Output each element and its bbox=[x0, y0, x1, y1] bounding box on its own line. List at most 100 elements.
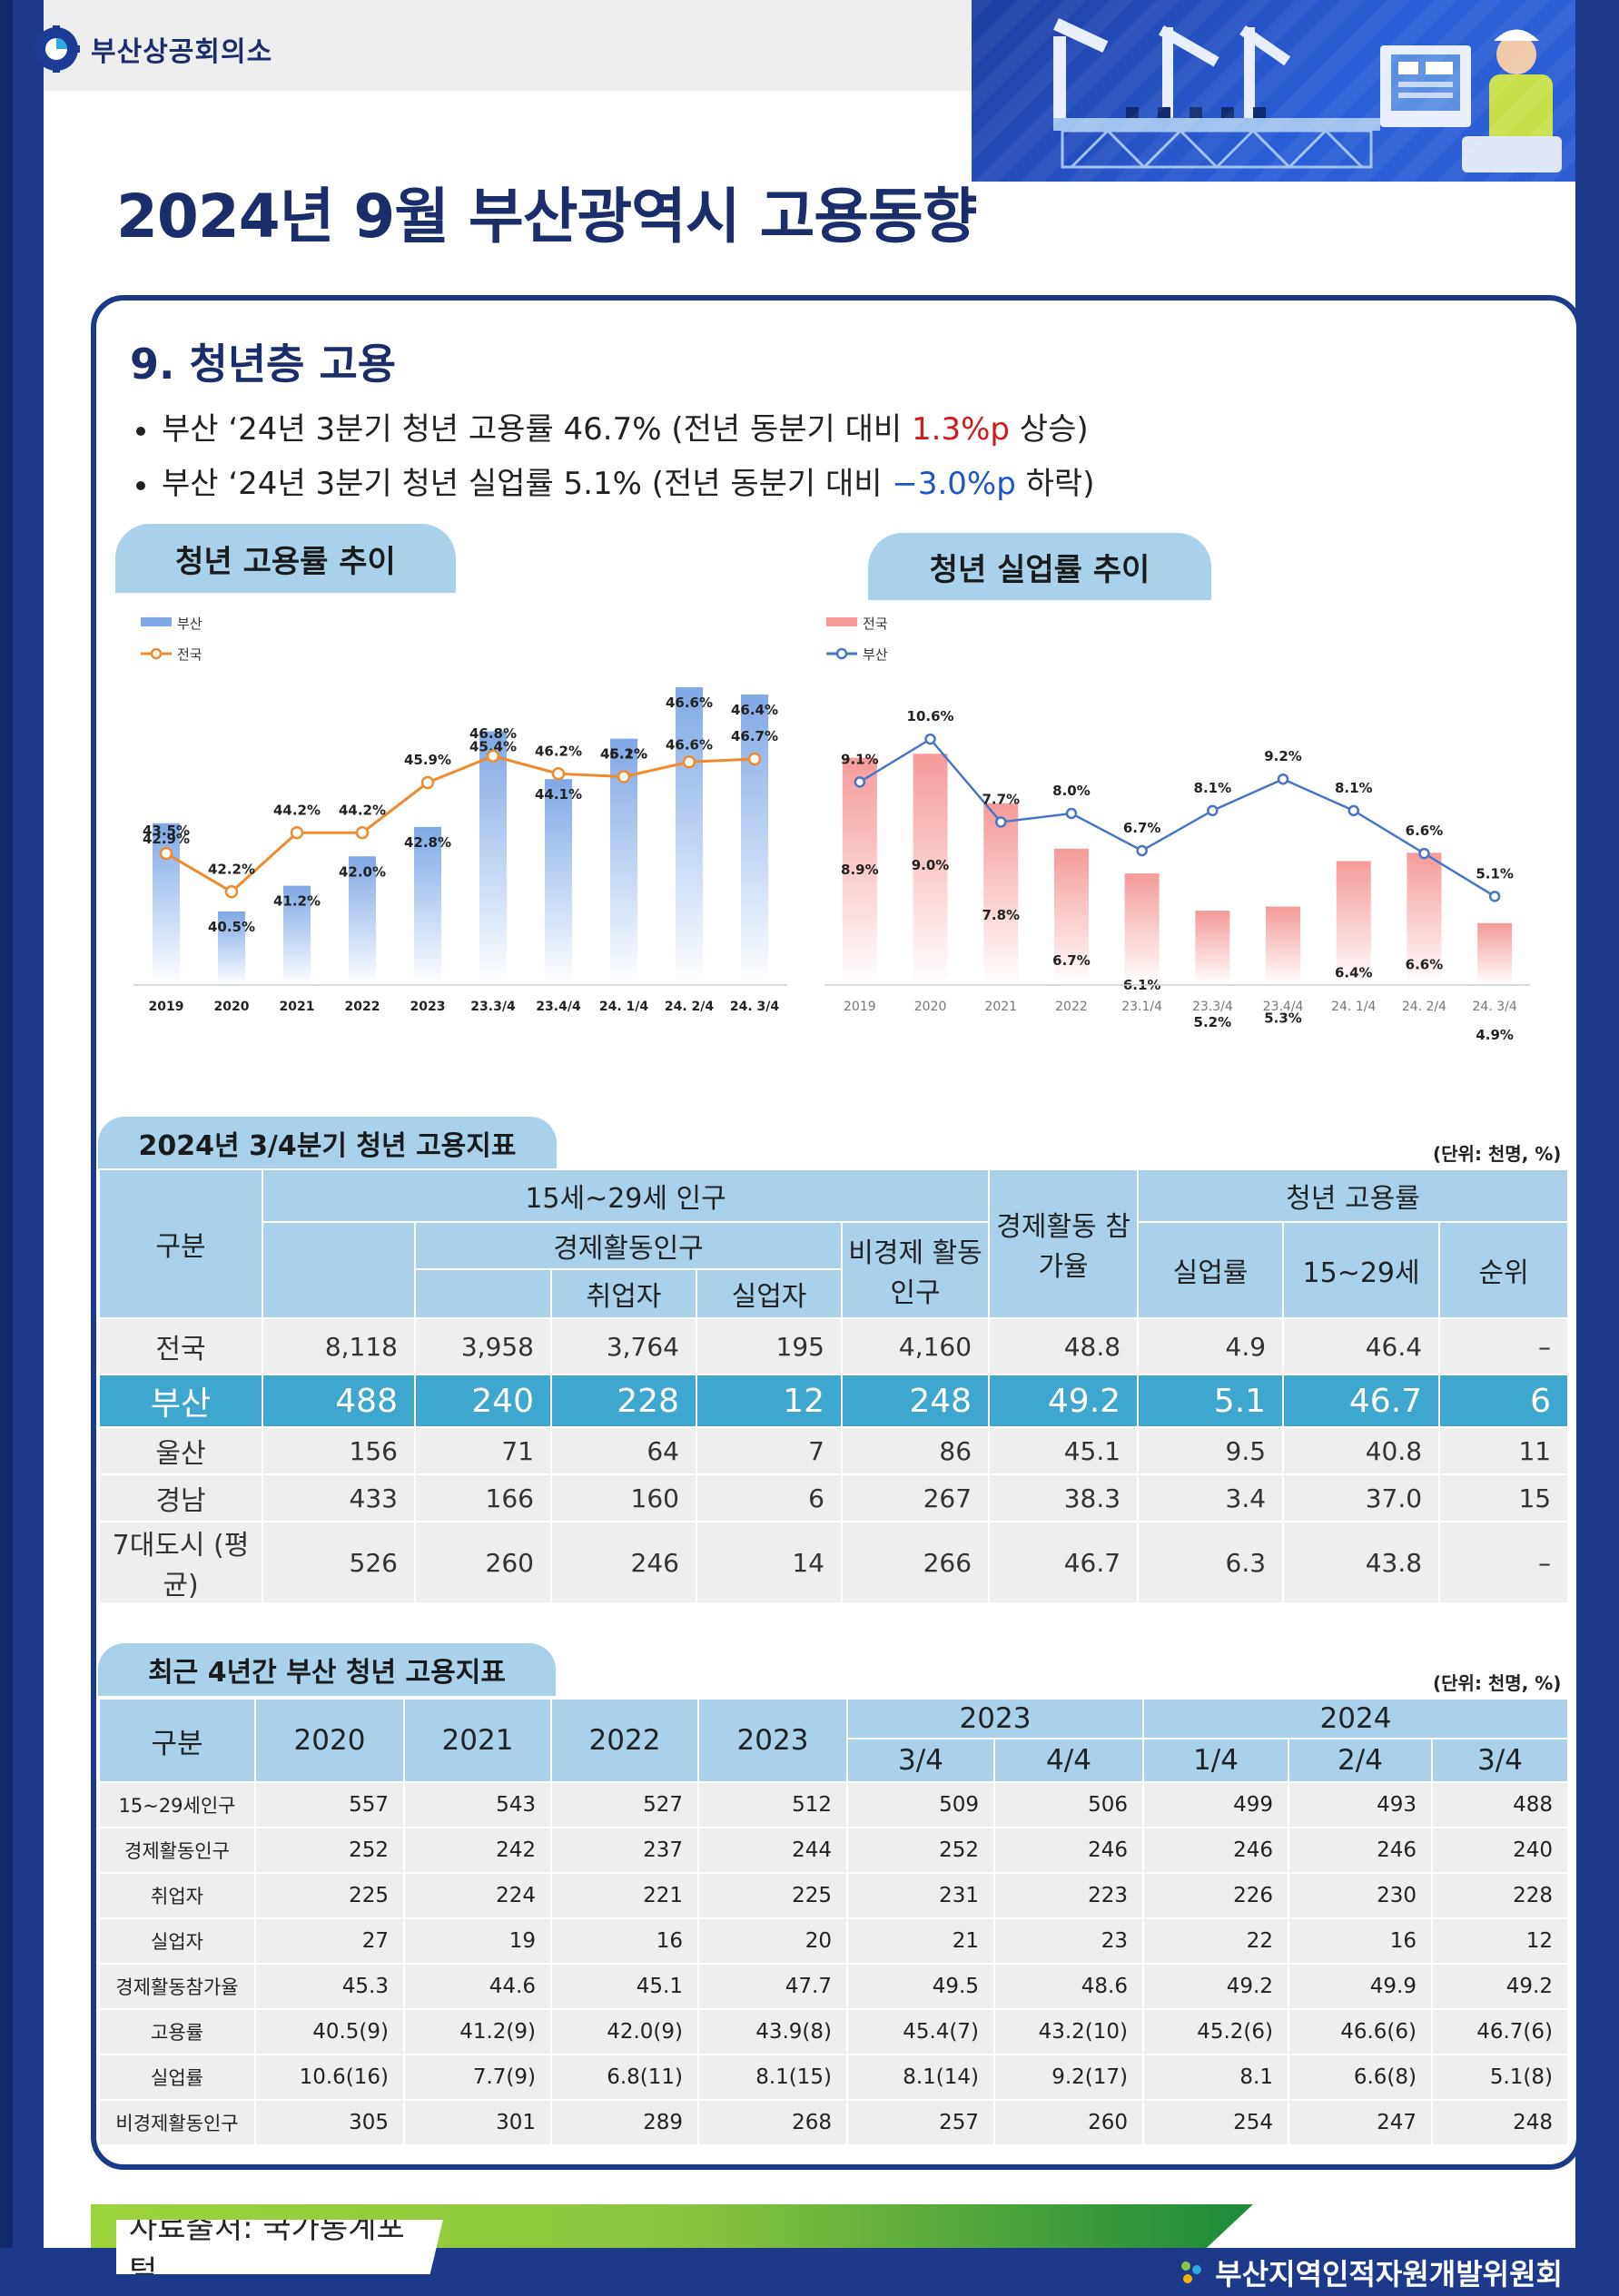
cell-value: 43.9(8) bbox=[697, 2008, 848, 2055]
cell-rank: 15 bbox=[1438, 1473, 1570, 1522]
table-row: 취업자 225 224 221 225 231 223 226 230 228 bbox=[98, 1872, 1569, 1919]
cell-value: 488 bbox=[1431, 1781, 1569, 1828]
table-row: 경제활동참가율 45.3 44.6 45.1 47.7 49.5 48.6 49.2 49.9 4… bbox=[98, 1963, 1569, 2010]
line-data-label: 9.1% bbox=[841, 751, 879, 767]
footer-organization: 부산지역인적자원개발위원회 bbox=[1175, 2252, 1563, 2293]
cell-value: 9.2(17) bbox=[993, 2054, 1144, 2101]
cell-value: 10.6(16) bbox=[254, 2054, 405, 2101]
left-border-accent bbox=[0, 0, 13, 2296]
cell-unemp_rate: 4.9 bbox=[1137, 1317, 1285, 1375]
row-label: 15~29세인구 bbox=[98, 1781, 256, 1828]
line-point bbox=[1348, 804, 1359, 817]
cell-value: 543 bbox=[403, 1781, 552, 1828]
x-tick-label: 23.1/4 bbox=[1121, 1000, 1162, 1014]
cell-value: 230 bbox=[1288, 1872, 1433, 1919]
cell-value: 240 bbox=[1431, 1827, 1569, 1874]
cell-employed: 228 bbox=[550, 1374, 697, 1428]
x-tick-label: 23.4/4 bbox=[536, 1000, 581, 1014]
page-title: 2024년 9월 부산광역시 고용동향 bbox=[116, 182, 977, 251]
line-point bbox=[682, 755, 696, 769]
cell-inactive: 267 bbox=[840, 1473, 991, 1522]
line-point bbox=[290, 826, 304, 840]
cell-value: 248 bbox=[1431, 2099, 1569, 2146]
chart2-title: 청년 실업률 추이 bbox=[868, 533, 1211, 600]
header-rank: 순위 bbox=[1438, 1221, 1570, 1319]
cell-emp_rate: 46.4 bbox=[1282, 1317, 1441, 1375]
table-row: 울산 156 71 64 7 86 45.1 9.5 40.8 11 bbox=[98, 1426, 1570, 1475]
cell-value: 22 bbox=[1142, 1917, 1289, 1965]
cell-employed: 246 bbox=[550, 1521, 697, 1604]
cell-name: 부산 bbox=[98, 1374, 263, 1428]
line-point bbox=[1488, 891, 1501, 902]
cell-value: 49.2 bbox=[1431, 1963, 1569, 2010]
cell-value: 231 bbox=[846, 1872, 995, 1919]
x-tick-label: 2020 bbox=[214, 1000, 250, 1014]
row-label: 고용률 bbox=[98, 2008, 256, 2055]
table-row: 경남 433 166 160 6 267 38.3 3.4 37.0 15 bbox=[98, 1473, 1570, 1522]
x-tick-label: 24. 2/4 bbox=[1402, 1000, 1446, 1014]
cell-value: 247 bbox=[1288, 2099, 1433, 2146]
header-active-pop: 경제활동인구 bbox=[414, 1221, 843, 1270]
x-tick-label: 24. 3/4 bbox=[730, 1000, 780, 1014]
row-label: 비경제활동인구 bbox=[98, 2099, 256, 2146]
x-tick-label: 24. 1/4 bbox=[599, 1000, 649, 1014]
row-label: 실업자 bbox=[98, 1917, 256, 1965]
cell-value: 43.2(10) bbox=[993, 2008, 1144, 2055]
x-tick-label: 2021 bbox=[280, 1000, 315, 1014]
cell-value: 301 bbox=[403, 2099, 552, 2146]
cell-value: 45.2(6) bbox=[1142, 2008, 1289, 2055]
chart-bar bbox=[1477, 922, 1513, 985]
table-row: 전국 8,118 3,958 3,764 195 4,160 48.8 4.9 46.4– bbox=[98, 1317, 1570, 1375]
employment-change-value: 1.3%p bbox=[912, 411, 1010, 448]
cell-value: 246 bbox=[993, 1827, 1144, 1874]
line-point bbox=[995, 816, 1007, 828]
header-youth-rate: 청년 고용률 bbox=[1137, 1168, 1570, 1223]
cell-value: 21 bbox=[846, 1917, 995, 1965]
bar-data-label: 45.2% bbox=[600, 746, 647, 763]
cell-value: 527 bbox=[550, 1781, 699, 1828]
cell-value: 225 bbox=[254, 1872, 405, 1919]
cell-value: 6.8(11) bbox=[550, 2054, 699, 2101]
cell-value: 512 bbox=[697, 1781, 848, 1828]
cell-value: 260 bbox=[993, 2099, 1144, 2146]
table-row: 경제활동인구 252 242 237 244 252 246 246 246 240 bbox=[98, 1827, 1569, 1874]
x-tick-label: 2021 bbox=[984, 1000, 1017, 1014]
legend-label: 전국 bbox=[863, 616, 888, 632]
line-point bbox=[159, 846, 173, 861]
cell-value: 41.2(9) bbox=[403, 2008, 552, 2055]
cell-value: 49.5 bbox=[846, 1963, 995, 2010]
chart-bar bbox=[741, 695, 768, 985]
line-data-label: 7.7% bbox=[982, 791, 1020, 807]
chart1-title: 청년 고용률 추이 bbox=[115, 524, 456, 593]
cell-emp_rate: 46.7 bbox=[1282, 1374, 1441, 1428]
t2-header-2023-q3: 3/4 bbox=[846, 1738, 995, 1783]
chart-bar bbox=[218, 912, 245, 985]
line-data-label: 46.8% bbox=[469, 725, 517, 742]
bar-data-label: 8.9% bbox=[841, 862, 879, 878]
x-tick-label: 2022 bbox=[345, 1000, 380, 1014]
chart-bar bbox=[1053, 848, 1089, 985]
cell-unemp_rate: 9.5 bbox=[1137, 1426, 1285, 1475]
cell-inactive: 4,160 bbox=[840, 1317, 991, 1375]
cell-value: 16 bbox=[1288, 1917, 1433, 1965]
t2-header-2024-q3: 3/4 bbox=[1431, 1738, 1569, 1783]
table1-title: 2024년 3/4분기 청년 고용지표 bbox=[98, 1117, 557, 1169]
bar-data-label: 9.0% bbox=[912, 857, 950, 873]
legend-line-marker bbox=[150, 647, 163, 660]
t2-header-2021: 2021 bbox=[403, 1698, 552, 1783]
cell-value: 42.0(9) bbox=[550, 2008, 699, 2055]
line-point bbox=[551, 767, 566, 781]
line-data-label: 6.6% bbox=[1406, 823, 1444, 839]
cell-active: 260 bbox=[414, 1521, 552, 1604]
header-band bbox=[44, 0, 1006, 91]
line-data-label: 46.2% bbox=[535, 743, 582, 759]
cell-active: 166 bbox=[414, 1473, 552, 1522]
header-gubun: 구분 bbox=[98, 1168, 263, 1319]
header-employed: 취업자 bbox=[550, 1268, 697, 1319]
table-row: 비경제활동인구 305 301 289 268 257 260 254 247 248 bbox=[98, 2099, 1569, 2146]
cell-participation: 48.8 bbox=[988, 1317, 1140, 1375]
cell-participation: 45.1 bbox=[988, 1426, 1140, 1475]
cell-value: 45.1 bbox=[550, 1963, 699, 2010]
bar-data-label: 46.6% bbox=[666, 695, 713, 711]
x-tick-label: 24. 1/4 bbox=[1331, 1000, 1376, 1014]
